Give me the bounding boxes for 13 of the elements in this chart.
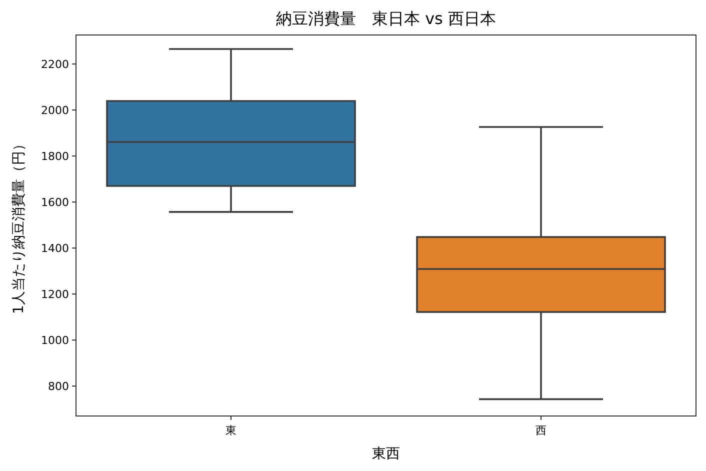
chart-title: 納豆消費量 東日本 vs 西日本 (276, 9, 496, 28)
x-tick-label: 東 (226, 424, 236, 437)
y-axis-title: 1人当たり納豆消費量（円） (11, 137, 27, 314)
y-tick-label: 1200 (41, 288, 69, 302)
y-tick-label: 800 (48, 380, 69, 394)
y-tick-label: 2200 (41, 58, 69, 71)
y-tick-label: 1600 (41, 196, 69, 210)
y-tick-label: 2000 (41, 104, 69, 118)
x-tick-label: 西 (536, 424, 546, 437)
x-axis-title: 東西 (372, 446, 400, 462)
y-tick-label: 1400 (41, 242, 69, 256)
y-tick-label: 1000 (41, 334, 69, 348)
y-tick-label: 1800 (41, 150, 69, 164)
